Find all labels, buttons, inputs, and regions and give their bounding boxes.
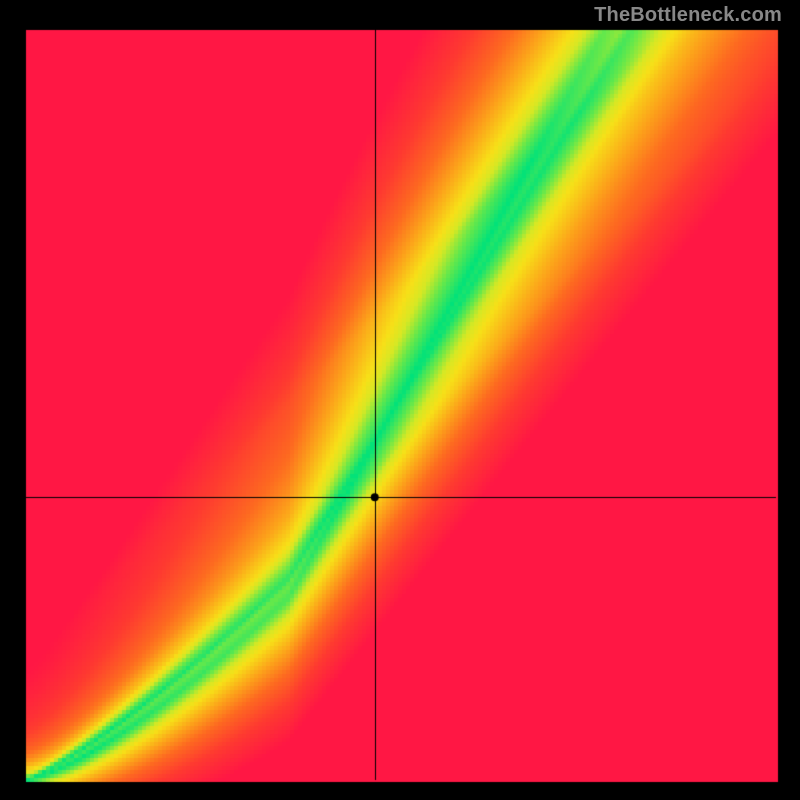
- watermark-text: TheBottleneck.com: [594, 4, 782, 27]
- bottleneck-heatmap-canvas: [0, 0, 800, 800]
